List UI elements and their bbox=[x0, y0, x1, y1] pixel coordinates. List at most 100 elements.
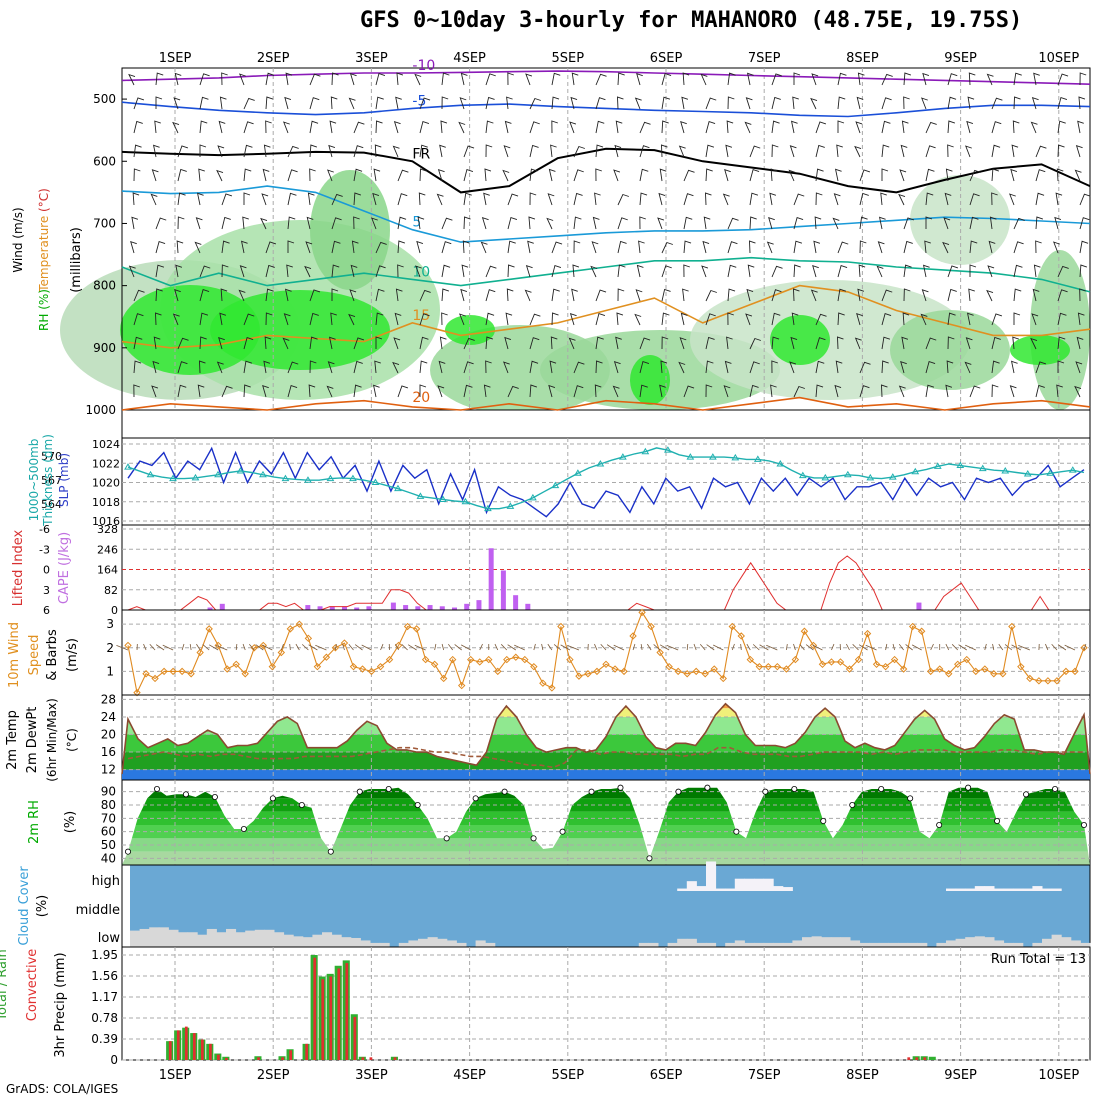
temp-tick: 28 bbox=[101, 692, 116, 706]
axis-title-part: 2m RH bbox=[27, 800, 42, 844]
axis-title: (%) bbox=[35, 895, 50, 918]
wind-barb bbox=[353, 337, 365, 350]
low-cloud-bar bbox=[1070, 940, 1081, 947]
wind-speed-marker bbox=[683, 670, 691, 678]
wind-barb bbox=[705, 121, 716, 134]
wind-speed-marker bbox=[331, 644, 340, 652]
wind-barb bbox=[371, 217, 378, 230]
wind-barb bbox=[835, 360, 843, 374]
high-cloud-bar bbox=[994, 888, 1005, 891]
wind-barb bbox=[1012, 120, 1020, 134]
wind-barb bbox=[569, 313, 577, 326]
axis-title: Thickness (dm) bbox=[41, 434, 55, 527]
wind-speed-marker bbox=[160, 667, 168, 676]
wind-speed-marker bbox=[638, 608, 646, 617]
wind-speed-marker bbox=[935, 665, 944, 673]
wind-barb bbox=[348, 97, 356, 110]
wind-speed-marker bbox=[1080, 644, 1088, 652]
low-cloud-bar bbox=[1051, 934, 1062, 947]
axis-title: Cloud Cover bbox=[17, 866, 32, 946]
wind-speed-marker bbox=[151, 674, 159, 683]
wind-barb bbox=[309, 312, 319, 326]
surface-barb bbox=[965, 644, 976, 651]
wind-speed-marker bbox=[827, 658, 836, 666]
date-label-bottom: 3SEP bbox=[355, 1068, 388, 1083]
wind-speed-marker bbox=[304, 634, 313, 643]
wind-barb bbox=[771, 336, 780, 350]
temp-band bbox=[122, 708, 1090, 717]
wind-barb bbox=[810, 289, 818, 302]
low-cloud-bar bbox=[197, 934, 208, 947]
surface-barb bbox=[215, 644, 228, 651]
cape-bar bbox=[403, 605, 409, 610]
low-cloud-bar bbox=[706, 942, 717, 947]
wind-barb bbox=[133, 97, 145, 110]
wind-barb bbox=[1079, 240, 1089, 254]
li-tick: -3 bbox=[39, 543, 50, 556]
low-cloud-bar bbox=[235, 932, 246, 947]
wind-barb bbox=[529, 144, 539, 158]
rh-region bbox=[1030, 250, 1090, 410]
cape-bar bbox=[488, 548, 494, 610]
wind-barb bbox=[265, 264, 275, 278]
wind-barb bbox=[463, 145, 475, 158]
wind-barb bbox=[922, 264, 930, 278]
high-cloud-bar bbox=[984, 886, 995, 891]
low-cloud-bar bbox=[965, 937, 976, 947]
wind-barbs bbox=[128, 72, 1091, 398]
thickness-marker bbox=[461, 497, 470, 505]
wind-barb bbox=[746, 72, 754, 86]
wind-barb bbox=[261, 193, 269, 206]
wind-barb bbox=[965, 145, 972, 158]
wind-barb bbox=[1053, 241, 1060, 254]
wind-speed-marker bbox=[972, 667, 980, 676]
wind-barb bbox=[903, 240, 913, 254]
wind-barb bbox=[265, 288, 274, 302]
wind-barb bbox=[724, 360, 732, 374]
pressure-tick: 500 bbox=[93, 92, 116, 106]
wind-barb bbox=[331, 264, 340, 278]
wind-speed-marker bbox=[376, 662, 385, 671]
low-cloud-bar bbox=[1013, 942, 1024, 947]
wind-speed-marker bbox=[593, 667, 601, 676]
wind-barb bbox=[617, 217, 628, 230]
wind-barb bbox=[441, 217, 453, 230]
surface-barb bbox=[746, 643, 751, 651]
wind-barb bbox=[221, 240, 230, 254]
wind-barb bbox=[1031, 97, 1039, 110]
wind-barb bbox=[991, 144, 1001, 158]
wind-barb bbox=[199, 96, 209, 110]
low-cloud-bar bbox=[734, 940, 745, 947]
wind-barb bbox=[1013, 241, 1024, 254]
wind-barb bbox=[748, 240, 756, 254]
wind-barb bbox=[419, 384, 427, 397]
wind-barb bbox=[485, 144, 493, 158]
low-cloud-bar bbox=[1080, 942, 1091, 947]
surface-barb bbox=[533, 643, 536, 651]
wind-barb bbox=[416, 240, 424, 254]
wind-barb bbox=[326, 385, 334, 398]
axis-title-part: SLP (mb) bbox=[57, 453, 71, 507]
wind-barb bbox=[177, 192, 186, 206]
wind-barb bbox=[925, 361, 936, 374]
cape-bar bbox=[329, 606, 335, 610]
date-label-top: 1SEP bbox=[159, 51, 192, 66]
wind-barb bbox=[617, 288, 625, 302]
wind-barb bbox=[329, 120, 337, 134]
low-cloud-bar bbox=[1061, 937, 1072, 947]
wind-barb bbox=[128, 73, 136, 86]
wind-speed-marker bbox=[394, 641, 403, 650]
wind-barb bbox=[858, 264, 866, 278]
date-label-bottom: 1SEP bbox=[159, 1068, 192, 1083]
low-cloud-bar bbox=[744, 942, 755, 947]
surface-barb bbox=[560, 644, 571, 651]
wind-barb bbox=[837, 72, 847, 86]
wind-barb bbox=[176, 240, 184, 254]
low-cloud-bar bbox=[677, 938, 688, 947]
wind-barb bbox=[177, 145, 189, 158]
wind-barb bbox=[151, 385, 159, 398]
wind-barb bbox=[1035, 216, 1044, 230]
surface-barb bbox=[514, 644, 525, 651]
rh-region bbox=[310, 170, 390, 290]
wind-barb bbox=[439, 144, 446, 158]
